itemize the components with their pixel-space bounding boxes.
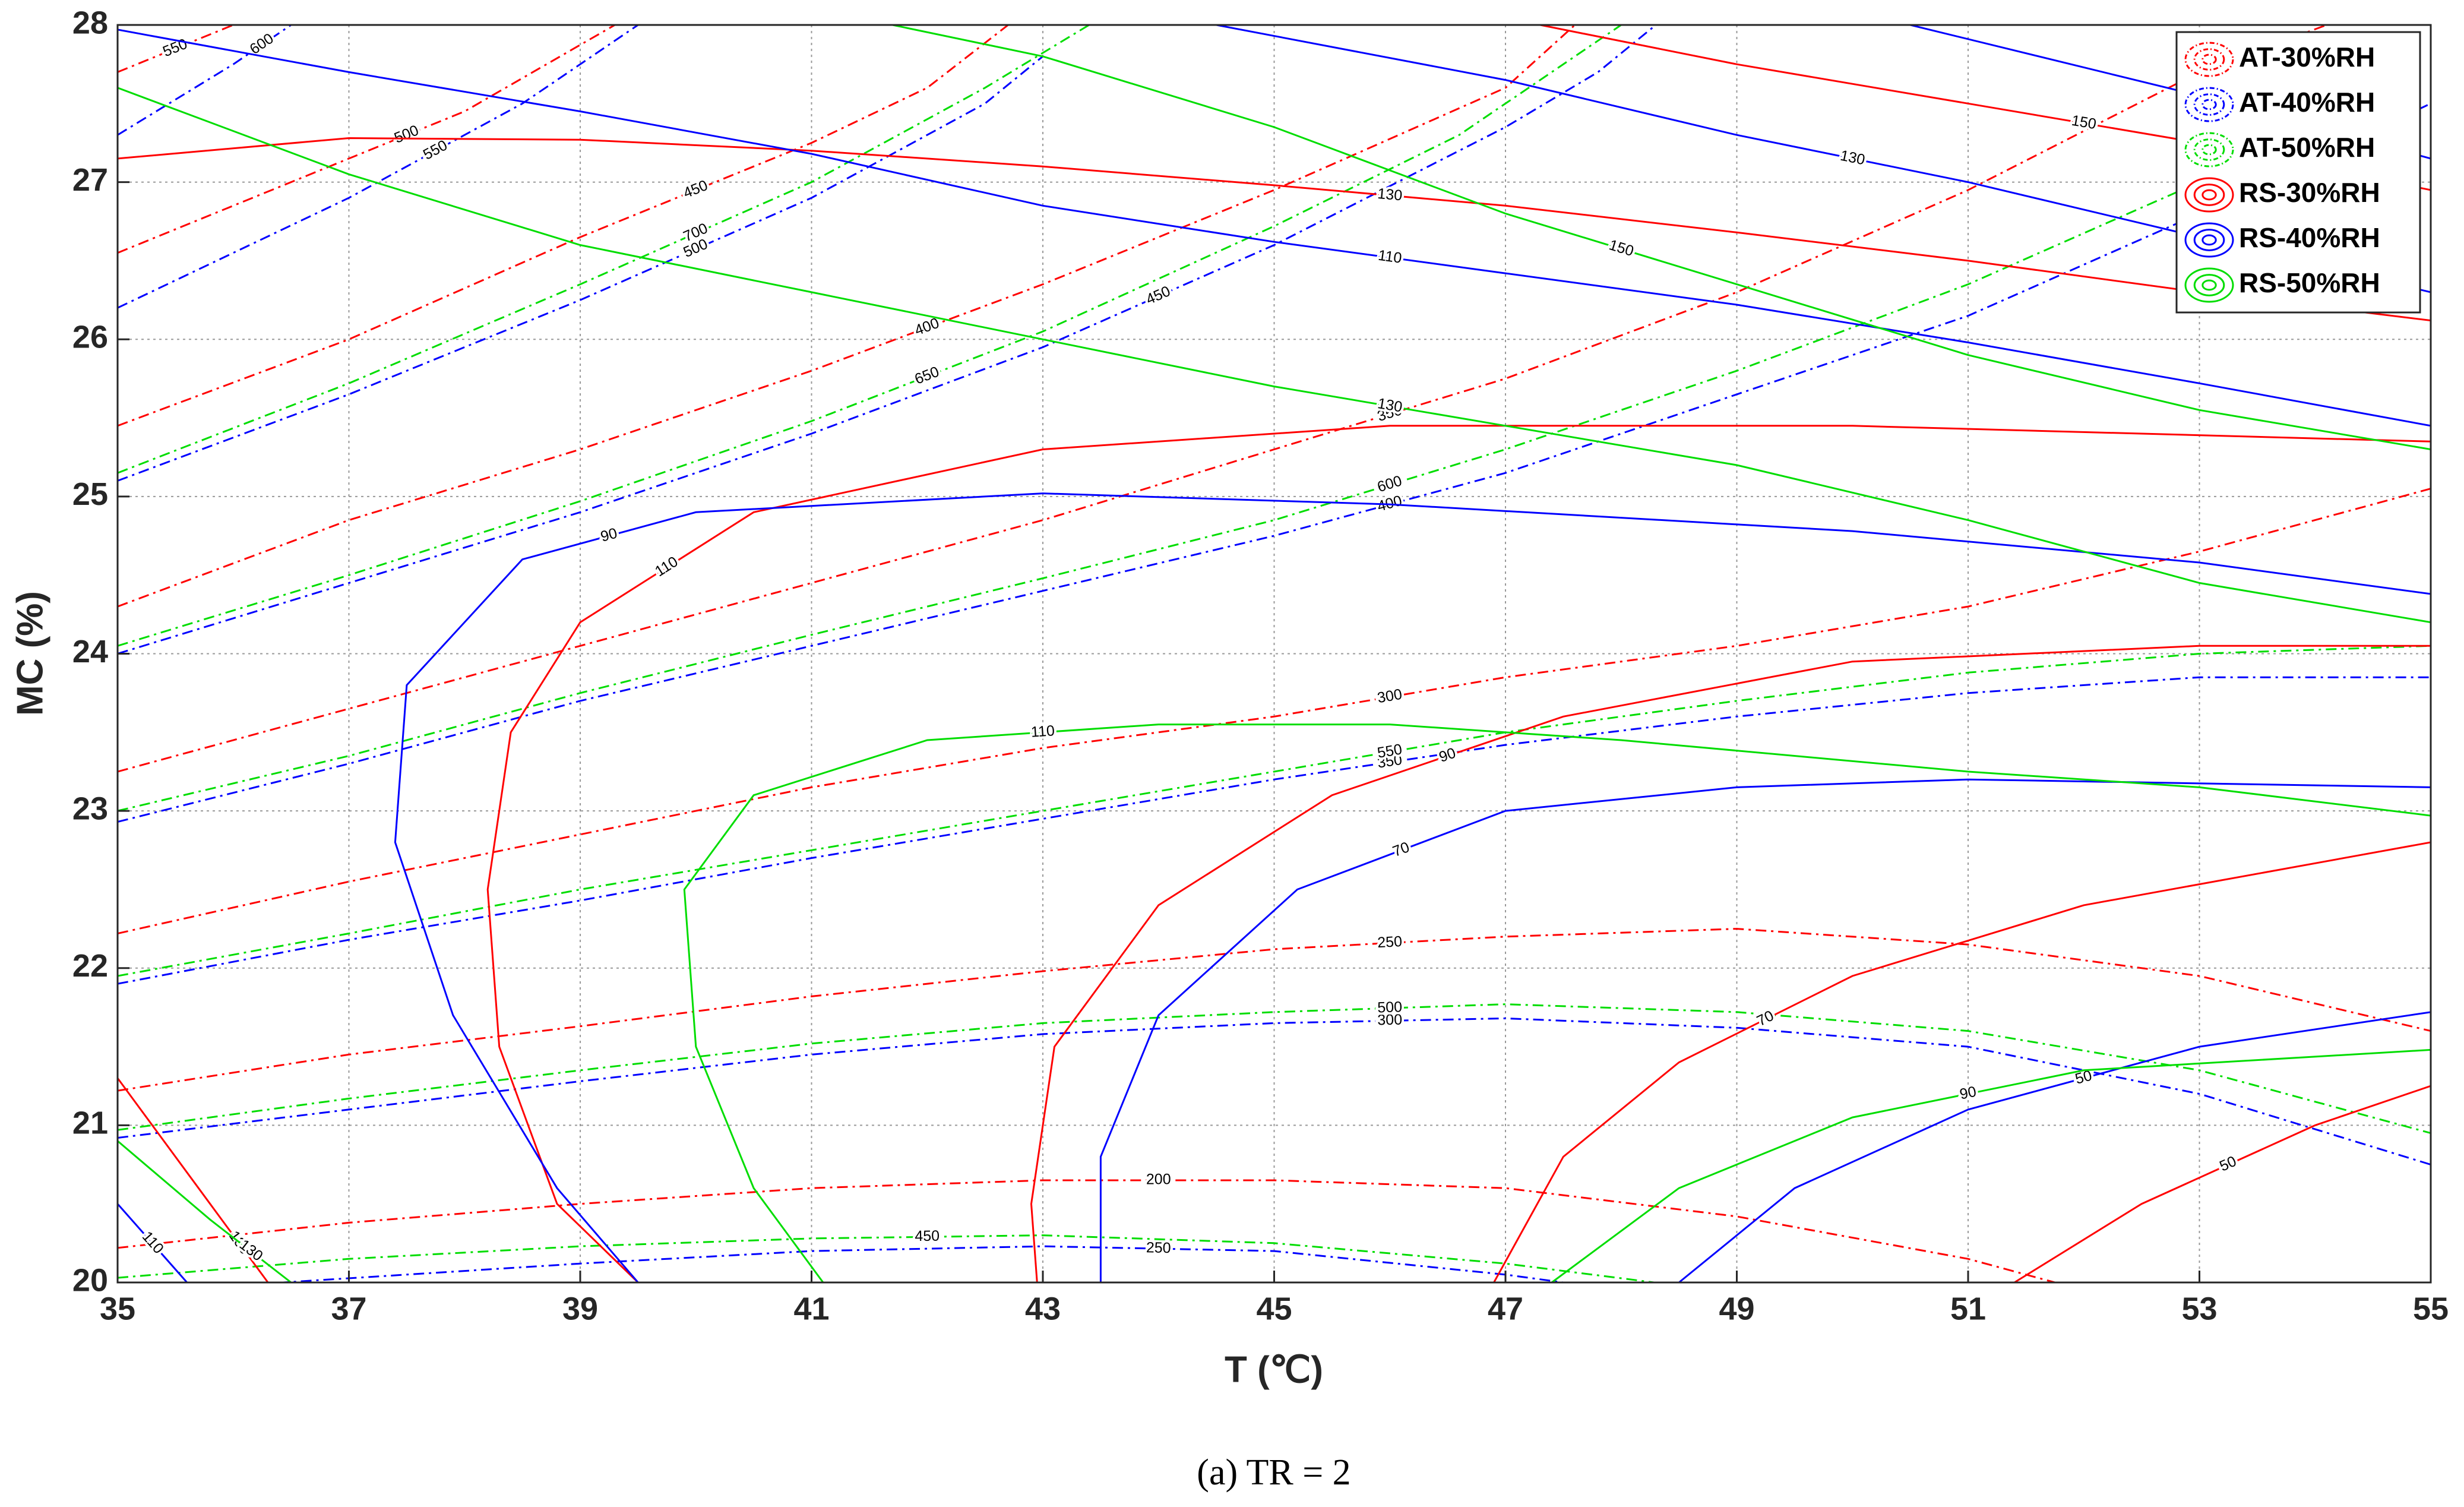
x-tick-label: 55 — [2413, 1291, 2449, 1326]
contour-line — [118, 1078, 269, 1282]
x-axis-title: T (℃) — [1225, 1349, 1323, 1390]
y-tick-label: 25 — [72, 476, 108, 512]
legend-label: AT-30%RH — [2239, 42, 2375, 72]
contour-line — [118, 25, 1576, 608]
contour-level-label: 300 — [1377, 1012, 1402, 1029]
contour-line — [118, 25, 1657, 655]
contour-level-label: 250 — [1146, 1239, 1171, 1256]
legend-symbol — [2193, 138, 2225, 161]
contour-line — [892, 25, 2431, 450]
contour-line — [1030, 644, 2431, 1282]
contour-line — [118, 1003, 2431, 1135]
contour-level-label: 200 — [1146, 1171, 1171, 1188]
contour-line — [118, 25, 616, 254]
x-tick-label: 49 — [1719, 1291, 1754, 1326]
contour-level-label: 90 — [1958, 1083, 1978, 1103]
contour-line — [118, 25, 1090, 474]
x-tick-label: 41 — [793, 1291, 829, 1326]
contour-line — [118, 25, 292, 136]
legend-symbol — [2193, 274, 2225, 296]
legend-label: AT-40%RH — [2239, 87, 2375, 118]
contour-line — [118, 676, 2431, 985]
x-tick-label: 39 — [562, 1291, 598, 1326]
contour-line — [118, 55, 1043, 482]
contour-line — [118, 87, 2431, 624]
legend-label: RS-50%RH — [2239, 267, 2380, 298]
y-tick-label: 24 — [72, 634, 108, 669]
legend-symbol — [2184, 267, 2234, 303]
legend-symbol — [2202, 279, 2217, 291]
contour-layer: 2002503003504004505005502503003504004505… — [118, 25, 2431, 1282]
legend-label: AT-50%RH — [2239, 132, 2375, 163]
legend-symbol — [2184, 132, 2234, 168]
contour-line — [118, 1179, 2058, 1282]
legend-box — [2175, 31, 2421, 314]
x-tick-label: 35 — [100, 1291, 135, 1326]
contour-line — [1551, 1048, 2431, 1282]
y-axis-title: MC (%) — [10, 591, 50, 716]
x-tick-label: 37 — [331, 1291, 366, 1326]
legend-symbol — [2202, 99, 2217, 110]
legend-symbol — [2202, 189, 2217, 201]
legend: AT-30%RH AT-40%RH AT-50%RH RS-30%RH RS-40%RH… — [2175, 31, 2421, 314]
contour-line — [394, 492, 2431, 1282]
contour-line — [118, 928, 2431, 1092]
contour-line — [683, 724, 2431, 1282]
legend-label: RS-30%RH — [2239, 177, 2380, 208]
y-tick-label: 26 — [72, 320, 108, 355]
contour-line — [118, 87, 2362, 812]
legend-symbol — [2193, 48, 2225, 71]
contour-line — [118, 644, 2431, 977]
contour-level-label: 110 — [1377, 247, 1403, 267]
contour-line — [118, 1017, 2431, 1165]
contour-line — [118, 137, 2431, 321]
contour-line — [1678, 1011, 2431, 1282]
contour-level-label: 110 — [1030, 722, 1055, 741]
contour-line — [118, 29, 2431, 427]
legend-symbol — [2193, 184, 2225, 206]
x-tick-label: 43 — [1025, 1291, 1061, 1326]
contour-line — [268, 1245, 1570, 1282]
contour-line — [118, 1203, 188, 1282]
x-tick-label: 51 — [1950, 1291, 1986, 1326]
contour-line — [118, 1140, 292, 1282]
x-tick-label: 45 — [1256, 1291, 1292, 1326]
contour-level-label: 500 — [1377, 999, 1403, 1016]
y-tick-label: 27 — [72, 162, 108, 198]
y-tick-label: 20 — [72, 1262, 108, 1298]
contour-line — [118, 25, 234, 73]
contour-line — [1493, 841, 2431, 1282]
contour-line — [118, 25, 639, 309]
legend-symbol — [2202, 144, 2217, 156]
y-tick-label: 23 — [72, 791, 108, 826]
legend-symbol — [2184, 177, 2234, 213]
contour-line — [118, 25, 1622, 647]
legend-symbol — [2184, 222, 2234, 258]
legend-symbol — [2184, 87, 2234, 122]
contour-level-label: 250 — [1377, 933, 1403, 951]
legend-symbol — [2202, 53, 2217, 65]
contour-level-label: 130 — [1377, 185, 1403, 204]
legend-label: RS-40%RH — [2239, 222, 2380, 253]
legend-symbol — [2202, 234, 2217, 246]
contour-line — [118, 25, 2327, 773]
contour-line — [118, 488, 2431, 934]
y-tick-label: 21 — [72, 1105, 108, 1141]
x-tick-label: 47 — [1488, 1291, 1523, 1326]
contour-line — [118, 25, 1009, 427]
y-tick-label: 28 — [72, 5, 108, 40]
contour-line — [486, 425, 2431, 1282]
legend-symbol — [2193, 229, 2225, 251]
contour-line — [2014, 1085, 2431, 1282]
contour-line — [1099, 778, 2431, 1282]
caption: (a) TR = 2 — [1197, 1452, 1350, 1493]
legend-symbol — [2193, 93, 2225, 116]
y-tick-label: 22 — [72, 948, 108, 984]
x-tick-label: 53 — [2181, 1291, 2217, 1326]
contour-level-label: 450 — [915, 1228, 940, 1245]
legend-symbol — [2184, 42, 2234, 77]
